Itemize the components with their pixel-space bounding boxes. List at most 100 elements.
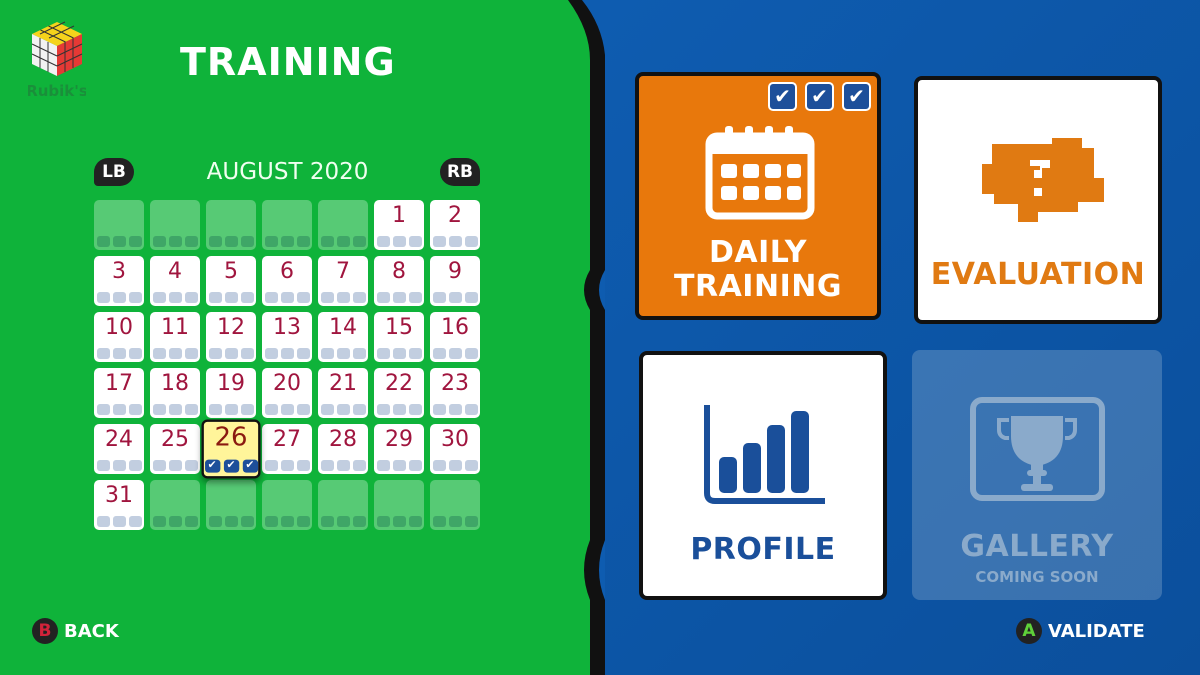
calendar-day-7[interactable]: 7 (318, 256, 368, 306)
prev-month-button[interactable]: LB (94, 158, 134, 186)
day-number: 30 (441, 427, 469, 452)
back-label: BACK (64, 620, 119, 642)
session-slot (96, 236, 110, 247)
session-slot (112, 236, 126, 247)
session-slot (336, 348, 350, 359)
session-slot (352, 292, 366, 303)
session-indicators (150, 236, 200, 247)
calendar-day-24[interactable]: 24 (94, 424, 144, 474)
calendar-day-31[interactable]: 31 (94, 480, 144, 530)
profile-tile[interactable]: PROFILE (639, 351, 887, 600)
calendar-day-14[interactable]: 14 (318, 312, 368, 362)
month-label: AUGUST 2020 (206, 159, 369, 185)
session-slot (392, 404, 406, 415)
session-slot (280, 516, 294, 527)
session-slot (152, 460, 166, 471)
session-slot (208, 236, 222, 247)
session-slot (320, 460, 334, 471)
session-slot (432, 460, 446, 471)
session-slot (336, 292, 350, 303)
calendar-day-30[interactable]: 30 (430, 424, 480, 474)
session-indicators (150, 404, 200, 415)
session-indicators (262, 236, 312, 247)
session-slot (224, 292, 238, 303)
calendar-day-17[interactable]: 17 (94, 368, 144, 418)
calendar-day-4[interactable]: 4 (150, 256, 200, 306)
calendar-day-29[interactable]: 29 (374, 424, 424, 474)
calendar-day-5[interactable]: 5 (206, 256, 256, 306)
session-indicators (318, 404, 368, 415)
session-slot (208, 516, 222, 527)
session-slot (392, 236, 406, 247)
next-month-button[interactable]: RB (440, 158, 480, 186)
session-slot (168, 292, 182, 303)
session-slot (408, 516, 422, 527)
session-slot (320, 292, 334, 303)
session-slot (224, 516, 238, 527)
calendar-day-20[interactable]: 20 (262, 368, 312, 418)
calendar-day-25[interactable]: 25 (150, 424, 200, 474)
calendar-day-2[interactable]: 2 (430, 200, 480, 250)
calendar-day-1[interactable]: 1 (374, 200, 424, 250)
session-slot (152, 404, 166, 415)
session-slot (240, 292, 254, 303)
back-button[interactable]: B BACK (32, 618, 119, 644)
session-indicators (318, 348, 368, 359)
calendar-day-15[interactable]: 15 (374, 312, 424, 362)
gallery-label: GALLERY (960, 529, 1114, 564)
session-slot (184, 460, 198, 471)
gallery-tile: GALLERY COMING SOON (912, 350, 1162, 600)
day-number: 31 (105, 483, 133, 508)
session-slot (352, 404, 366, 415)
validate-button[interactable]: A VALIDATE (1016, 618, 1145, 644)
calendar-day-18[interactable]: 18 (150, 368, 200, 418)
session-slot (448, 348, 462, 359)
calendar-day-8[interactable]: 8 (374, 256, 424, 306)
calendar-day-26[interactable]: 26 ✔ ✔ ✔ (201, 419, 261, 479)
calendar-day-10[interactable]: 10 (94, 312, 144, 362)
calendar-day-3[interactable]: 3 (94, 256, 144, 306)
day-number: 18 (161, 371, 189, 396)
session-slot (464, 236, 478, 247)
session-slot (448, 516, 462, 527)
calendar-day-9[interactable]: 9 (430, 256, 480, 306)
session-slot (152, 292, 166, 303)
session-slot (168, 460, 182, 471)
calendar-day-13[interactable]: 13 (262, 312, 312, 362)
session-indicators (94, 404, 144, 415)
session-slot (224, 348, 238, 359)
session-indicators (206, 236, 256, 247)
calendar-day-16[interactable]: 16 (430, 312, 480, 362)
session-slot (432, 404, 446, 415)
session-slot (168, 404, 182, 415)
evaluation-tile[interactable]: EVALUATION (914, 76, 1162, 324)
profile-label: PROFILE (690, 532, 836, 567)
calendar-day-27[interactable]: 27 (262, 424, 312, 474)
session-slot (184, 516, 198, 527)
session-slot (264, 292, 278, 303)
session-slot (208, 404, 222, 415)
session-indicators (318, 292, 368, 303)
calendar-day-19[interactable]: 19 (206, 368, 256, 418)
calendar-day-6[interactable]: 6 (262, 256, 312, 306)
day-number: 13 (273, 315, 301, 340)
day-number: 26 (214, 423, 248, 453)
calendar-day-21[interactable]: 21 (318, 368, 368, 418)
day-number: 8 (392, 259, 406, 284)
calendar-day-22[interactable]: 22 (374, 368, 424, 418)
calendar-day-12[interactable]: 12 (206, 312, 256, 362)
session-slot (336, 516, 350, 527)
session-indicators (318, 460, 368, 471)
calendar-day-23[interactable]: 23 (430, 368, 480, 418)
calendar-day-11[interactable]: 11 (150, 312, 200, 362)
session-indicators (206, 404, 256, 415)
session-slot (296, 348, 310, 359)
session-slot (408, 236, 422, 247)
session-slot (128, 516, 142, 527)
session-indicators (262, 404, 312, 415)
calendar-day-28[interactable]: 28 (318, 424, 368, 474)
session-indicators (150, 292, 200, 303)
session-slot (448, 404, 462, 415)
daily-training-tile[interactable]: ✔ ✔ ✔ DAILY TRAINING (635, 72, 881, 320)
day-number: 6 (280, 259, 294, 284)
